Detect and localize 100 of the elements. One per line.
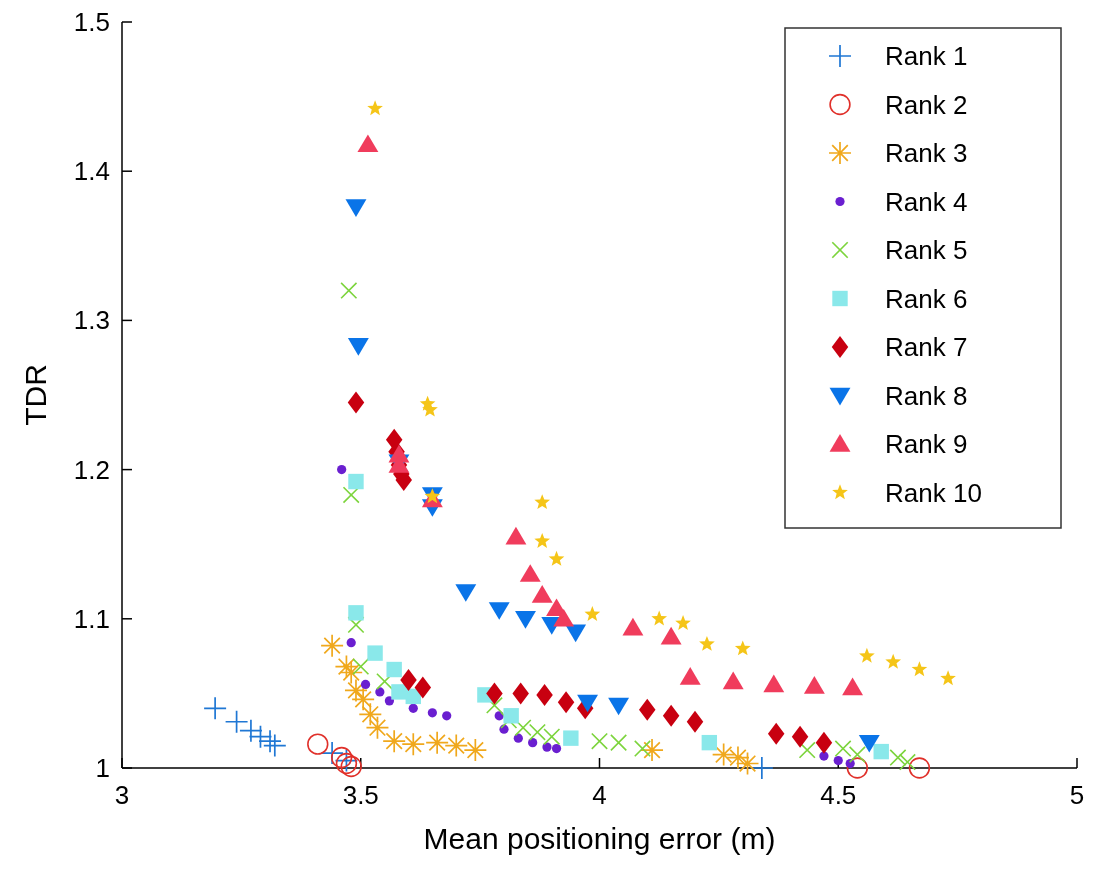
point bbox=[712, 743, 735, 766]
point bbox=[375, 687, 385, 697]
point bbox=[622, 617, 644, 636]
point bbox=[488, 602, 510, 620]
point bbox=[591, 732, 608, 750]
point bbox=[679, 667, 701, 685]
point bbox=[548, 550, 565, 566]
point bbox=[798, 741, 816, 759]
point bbox=[534, 532, 551, 548]
point bbox=[803, 676, 825, 694]
legend-label: Rank 3 bbox=[885, 138, 968, 168]
point bbox=[660, 626, 682, 645]
point bbox=[383, 730, 406, 753]
point bbox=[414, 676, 432, 699]
x-tick-label: 5 bbox=[1069, 780, 1085, 810]
x-axis-title: Mean positioning error (m) bbox=[423, 822, 776, 855]
y-axis-title: TDR bbox=[19, 364, 52, 426]
point bbox=[846, 757, 869, 779]
legend-label: Rank 8 bbox=[885, 380, 968, 411]
point bbox=[376, 672, 394, 690]
x-tick-label: 4.5 bbox=[820, 780, 857, 810]
point bbox=[400, 668, 417, 691]
legend-label: Rank 4 bbox=[885, 186, 968, 217]
point bbox=[553, 608, 575, 627]
point bbox=[348, 605, 364, 621]
point bbox=[357, 134, 379, 153]
point bbox=[858, 734, 880, 753]
legend-label: Rank 2 bbox=[885, 89, 968, 120]
point bbox=[834, 740, 852, 758]
point bbox=[610, 734, 628, 752]
point bbox=[819, 751, 829, 761]
point bbox=[347, 391, 365, 414]
point bbox=[911, 661, 928, 677]
point bbox=[391, 684, 407, 700]
point bbox=[515, 611, 536, 629]
point bbox=[360, 679, 371, 690]
point bbox=[722, 671, 744, 690]
point bbox=[455, 584, 477, 602]
point bbox=[736, 752, 759, 775]
point bbox=[859, 647, 875, 663]
point bbox=[536, 683, 553, 706]
point bbox=[542, 742, 552, 752]
legend-label: Rank 1 bbox=[885, 41, 968, 71]
point bbox=[367, 645, 383, 661]
point bbox=[551, 743, 562, 754]
point bbox=[675, 615, 691, 630]
point bbox=[367, 100, 383, 116]
point bbox=[557, 691, 575, 714]
y-tick-label: 1.1 bbox=[73, 603, 110, 634]
y-tick-label: 1.2 bbox=[73, 454, 110, 485]
point bbox=[486, 682, 503, 705]
point bbox=[427, 708, 437, 718]
y-tick-label: 1 bbox=[95, 753, 110, 783]
point bbox=[348, 473, 364, 490]
point bbox=[885, 653, 902, 669]
point bbox=[686, 710, 704, 733]
point bbox=[563, 730, 579, 746]
point bbox=[662, 704, 680, 727]
point bbox=[908, 757, 931, 779]
point bbox=[608, 697, 630, 716]
x-tick-label: 3 bbox=[114, 780, 130, 810]
y-tick-label: 1.3 bbox=[73, 305, 110, 336]
point bbox=[340, 282, 358, 300]
point bbox=[204, 697, 227, 720]
legend-label: Rank 6 bbox=[885, 283, 968, 314]
point bbox=[791, 725, 809, 748]
point bbox=[750, 757, 773, 779]
point bbox=[577, 694, 599, 713]
point bbox=[699, 635, 715, 651]
point bbox=[402, 733, 425, 756]
point bbox=[833, 755, 843, 766]
point bbox=[485, 696, 503, 714]
point bbox=[651, 610, 668, 626]
point bbox=[519, 564, 541, 582]
point bbox=[307, 733, 329, 755]
point bbox=[767, 722, 785, 745]
point bbox=[873, 743, 889, 760]
point bbox=[366, 716, 389, 739]
y-tick-label: 1.4 bbox=[73, 156, 110, 187]
point bbox=[337, 464, 347, 475]
point bbox=[701, 734, 718, 751]
point bbox=[842, 677, 864, 696]
point bbox=[408, 703, 418, 713]
point bbox=[359, 703, 382, 726]
legend-label: Rank 10 bbox=[885, 477, 982, 508]
point bbox=[514, 719, 532, 737]
point bbox=[346, 638, 356, 648]
point bbox=[347, 338, 369, 356]
point bbox=[565, 624, 587, 643]
point bbox=[352, 658, 370, 676]
point bbox=[940, 670, 956, 686]
point bbox=[543, 728, 561, 746]
legend-label: Rank 9 bbox=[885, 429, 968, 459]
point bbox=[763, 674, 785, 693]
point bbox=[330, 746, 353, 769]
point bbox=[513, 733, 523, 743]
point bbox=[898, 753, 916, 771]
point bbox=[734, 640, 751, 656]
point bbox=[848, 746, 866, 764]
point bbox=[584, 606, 601, 621]
